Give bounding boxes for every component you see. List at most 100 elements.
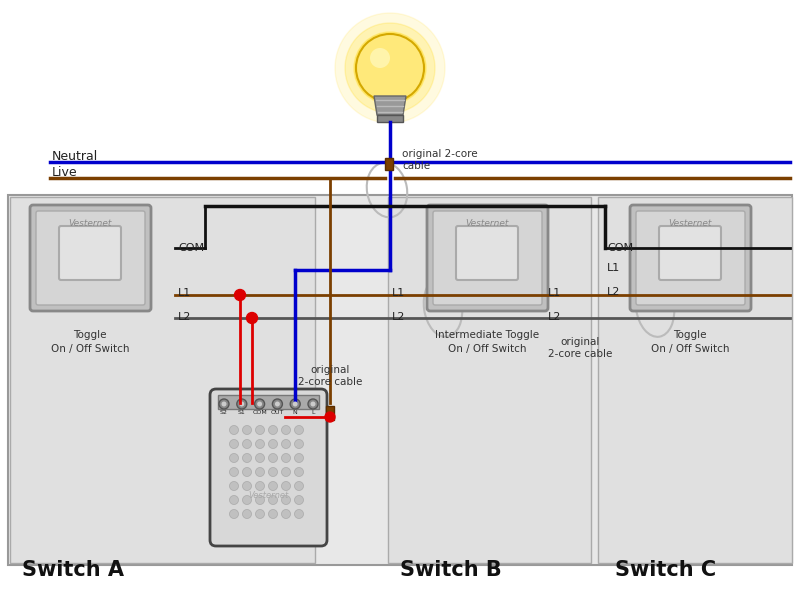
Circle shape [282, 496, 290, 505]
Text: L1: L1 [607, 263, 620, 273]
Circle shape [255, 454, 265, 463]
Circle shape [282, 439, 290, 449]
FancyBboxPatch shape [59, 226, 121, 280]
Circle shape [219, 399, 229, 409]
Text: L: L [311, 409, 314, 415]
Circle shape [255, 425, 265, 434]
Circle shape [282, 509, 290, 518]
Circle shape [230, 467, 238, 476]
Circle shape [242, 454, 251, 463]
Circle shape [255, 467, 265, 476]
Text: COM: COM [178, 243, 204, 253]
Text: On / Off Switch: On / Off Switch [650, 344, 730, 354]
Circle shape [354, 32, 426, 104]
Text: On / Off Switch: On / Off Switch [448, 344, 526, 354]
Circle shape [239, 401, 244, 407]
Text: COM: COM [252, 409, 267, 415]
FancyBboxPatch shape [210, 389, 327, 546]
Circle shape [230, 425, 238, 434]
Text: Switch A: Switch A [22, 560, 124, 580]
Circle shape [230, 509, 238, 518]
Circle shape [246, 313, 258, 323]
Circle shape [294, 425, 303, 434]
Text: Switch C: Switch C [615, 560, 716, 580]
Text: Switch B: Switch B [400, 560, 502, 580]
Circle shape [290, 399, 300, 409]
Circle shape [242, 509, 251, 518]
Text: L1: L1 [178, 288, 191, 298]
Text: L2: L2 [392, 312, 406, 322]
Circle shape [255, 496, 265, 505]
FancyBboxPatch shape [326, 406, 334, 420]
FancyBboxPatch shape [377, 115, 403, 122]
FancyBboxPatch shape [598, 197, 792, 563]
Text: N: N [293, 409, 298, 415]
Text: S1: S1 [238, 409, 246, 415]
Circle shape [293, 401, 298, 407]
Circle shape [272, 399, 282, 409]
Circle shape [222, 401, 226, 407]
Circle shape [234, 289, 246, 301]
Circle shape [335, 13, 445, 123]
Circle shape [242, 425, 251, 434]
Text: Vesternet: Vesternet [68, 220, 112, 229]
Circle shape [269, 467, 278, 476]
Circle shape [255, 509, 265, 518]
FancyBboxPatch shape [30, 205, 151, 311]
FancyBboxPatch shape [433, 211, 542, 305]
Circle shape [282, 467, 290, 476]
Text: Live: Live [52, 166, 78, 179]
Text: L1: L1 [392, 288, 406, 298]
Circle shape [230, 496, 238, 505]
Text: L2: L2 [607, 287, 620, 297]
FancyBboxPatch shape [10, 197, 315, 563]
Text: Neutral: Neutral [52, 149, 98, 163]
FancyBboxPatch shape [388, 197, 591, 563]
Circle shape [269, 454, 278, 463]
Text: Vesternet: Vesternet [668, 220, 712, 229]
Circle shape [294, 509, 303, 518]
Text: L2: L2 [178, 312, 191, 322]
Circle shape [269, 439, 278, 449]
Circle shape [242, 467, 251, 476]
Circle shape [269, 509, 278, 518]
Circle shape [282, 454, 290, 463]
FancyBboxPatch shape [385, 158, 393, 170]
Circle shape [294, 454, 303, 463]
Circle shape [325, 412, 335, 422]
Circle shape [269, 496, 278, 505]
FancyBboxPatch shape [218, 395, 319, 409]
Text: Toggle: Toggle [674, 330, 706, 340]
Circle shape [275, 401, 280, 407]
Circle shape [254, 399, 265, 409]
FancyBboxPatch shape [630, 205, 751, 311]
FancyBboxPatch shape [636, 211, 745, 305]
Text: COM: COM [607, 243, 633, 253]
Circle shape [294, 496, 303, 505]
Text: Vesternet: Vesternet [466, 220, 509, 229]
Text: Vesternet: Vesternet [248, 491, 288, 499]
Circle shape [242, 439, 251, 449]
FancyBboxPatch shape [456, 226, 518, 280]
Circle shape [269, 481, 278, 491]
Text: original 2-core
cable: original 2-core cable [402, 149, 478, 171]
Circle shape [230, 439, 238, 449]
Circle shape [269, 425, 278, 434]
Circle shape [356, 34, 424, 102]
Text: Toggle: Toggle [74, 330, 106, 340]
FancyBboxPatch shape [8, 195, 792, 565]
Circle shape [282, 481, 290, 491]
FancyBboxPatch shape [36, 211, 145, 305]
Polygon shape [374, 96, 406, 115]
Circle shape [294, 467, 303, 476]
Text: Intermediate Toggle: Intermediate Toggle [435, 330, 539, 340]
Text: On / Off Switch: On / Off Switch [50, 344, 130, 354]
Text: S2: S2 [220, 409, 228, 415]
Circle shape [257, 401, 262, 407]
Text: original
2-core cable: original 2-core cable [548, 337, 612, 359]
Circle shape [255, 439, 265, 449]
Circle shape [255, 481, 265, 491]
Text: OUT: OUT [270, 409, 284, 415]
Text: L2: L2 [548, 312, 562, 322]
Circle shape [345, 23, 435, 113]
